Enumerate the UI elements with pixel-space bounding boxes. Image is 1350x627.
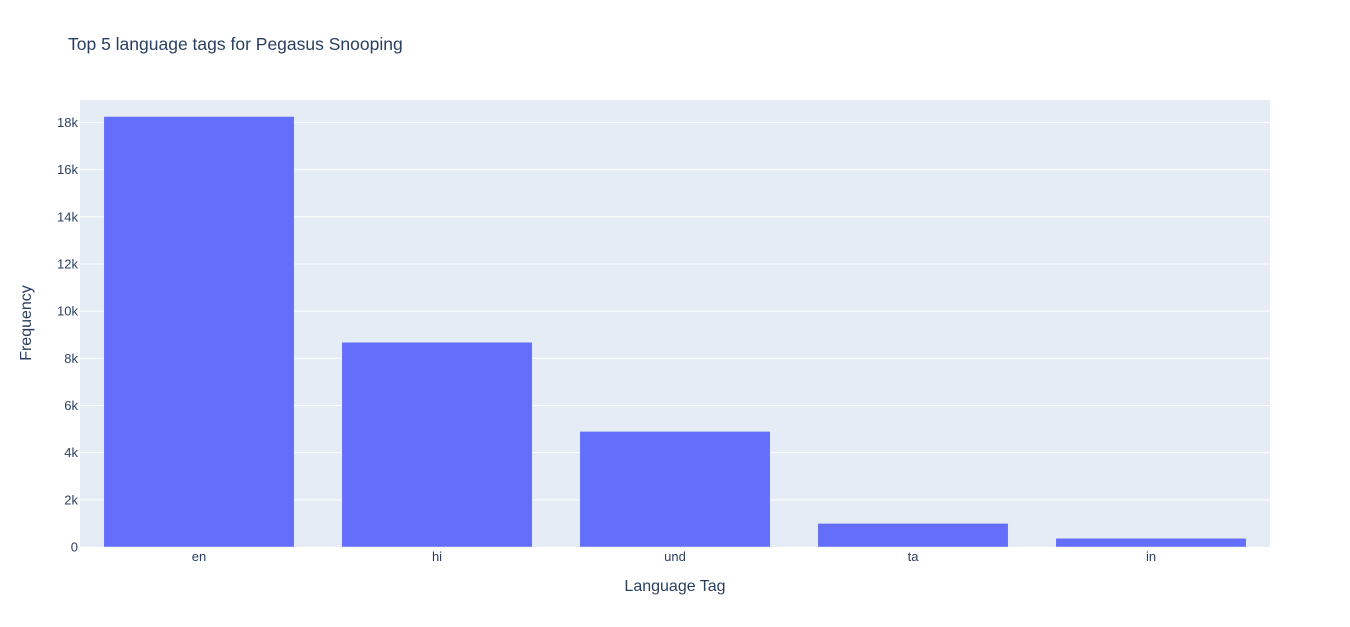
- y-tick-label: 0: [71, 540, 78, 555]
- x-axis-title: Language Tag: [624, 578, 725, 595]
- y-tick-labels: 0 2k 4k 6k 8k 10k 12k 14k 16k 18k: [57, 115, 78, 555]
- y-tick-label: 10k: [57, 304, 78, 319]
- y-tick-label: 4k: [64, 445, 78, 460]
- bar-en[interactable]: [103, 116, 295, 548]
- x-tick-label-en: en: [192, 549, 206, 564]
- bar-ta[interactable]: [817, 523, 1009, 548]
- bar-und[interactable]: [579, 431, 771, 548]
- y-tick-label: 8k: [64, 351, 78, 366]
- x-tick-labels: en hi und ta in: [192, 549, 1156, 564]
- y-tick-label: 6k: [64, 398, 78, 413]
- bar-hi[interactable]: [341, 342, 533, 548]
- y-tick-label: 18k: [57, 115, 78, 130]
- x-tick-label-hi: hi: [432, 549, 442, 564]
- x-tick-label-ta: ta: [908, 549, 920, 564]
- bars: [103, 116, 1247, 548]
- chart-title: Top 5 language tags for Pegasus Snooping: [68, 34, 403, 54]
- x-tick-label-und: und: [664, 549, 686, 564]
- y-tick-label: 14k: [57, 209, 78, 224]
- y-tick-label: 12k: [57, 256, 78, 271]
- x-tick-label-in: in: [1146, 549, 1156, 564]
- y-axis-title: Frequency: [18, 285, 35, 361]
- y-tick-label: 2k: [64, 492, 78, 507]
- bar-in[interactable]: [1055, 538, 1247, 548]
- y-tick-label: 16k: [57, 162, 78, 177]
